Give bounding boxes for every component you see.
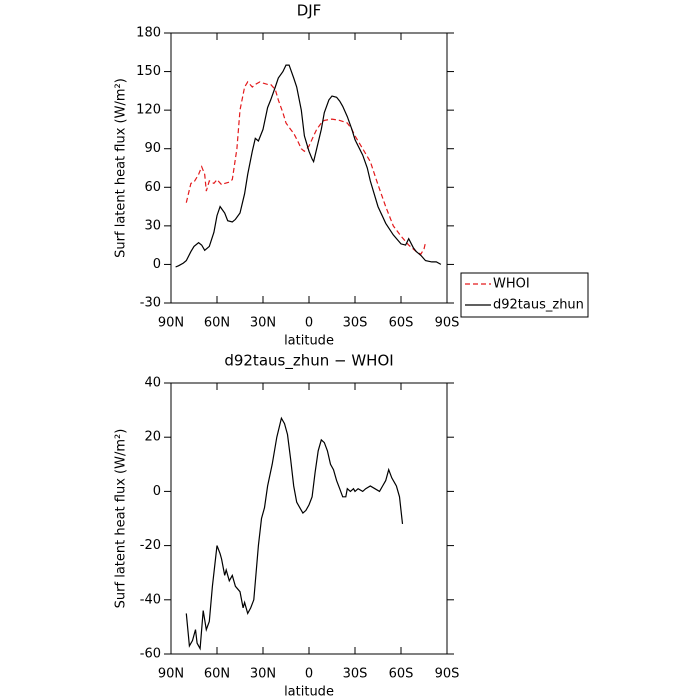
x-axis-label: latitude (284, 334, 334, 349)
y-tick-label: 30 (144, 218, 161, 233)
x-tick-label: 30N (250, 667, 276, 682)
x-tick-label: 90S (435, 667, 460, 682)
y-tick-label: 20 (144, 430, 161, 445)
x-tick-label: 90S (435, 316, 460, 331)
x-tick-label: 0 (305, 316, 313, 331)
chart-title: d92taus_zhun − WHOI (224, 352, 393, 371)
x-axis-label: latitude (284, 685, 334, 700)
chart-title: DJF (297, 2, 322, 20)
y-tick-label: 60 (144, 180, 161, 195)
data-line (185, 80, 427, 255)
legend-label: WHOI (493, 277, 530, 292)
y-tick-label: 120 (136, 103, 161, 118)
x-tick-label: 30S (343, 667, 368, 682)
legend-label: d92taus_zhun (493, 298, 584, 313)
y-tick-label: -40 (140, 592, 161, 607)
x-tick-label: 30N (250, 316, 276, 331)
x-tick-label: 30S (343, 316, 368, 331)
y-tick-label: -60 (140, 647, 161, 662)
x-tick-label: 0 (305, 667, 313, 682)
y-tick-label: 0 (153, 257, 161, 272)
y-tick-label: -20 (140, 538, 161, 553)
y-tick-label: 0 (153, 484, 161, 499)
y-axis-label: Surf latent heat flux (W/m²) (114, 429, 129, 609)
x-tick-label: 60S (389, 316, 414, 331)
y-tick-label: 40 (144, 376, 161, 391)
x-tick-label: 90N (158, 316, 184, 331)
x-tick-label: 60N (204, 316, 230, 331)
y-tick-label: 150 (136, 64, 161, 79)
y-tick-label: 90 (144, 141, 161, 156)
y-tick-label: -30 (140, 296, 161, 311)
plot-frame (170, 382, 448, 655)
x-tick-label: 60S (389, 667, 414, 682)
x-tick-label: 60N (204, 667, 230, 682)
legend-box (460, 272, 589, 318)
y-axis-label: Surf latent heat flux (W/m²) (114, 78, 129, 258)
data-line (175, 64, 442, 268)
data-line (185, 416, 404, 651)
plot-frame (170, 32, 448, 304)
x-tick-label: 90N (158, 667, 184, 682)
y-tick-label: 180 (136, 26, 161, 41)
